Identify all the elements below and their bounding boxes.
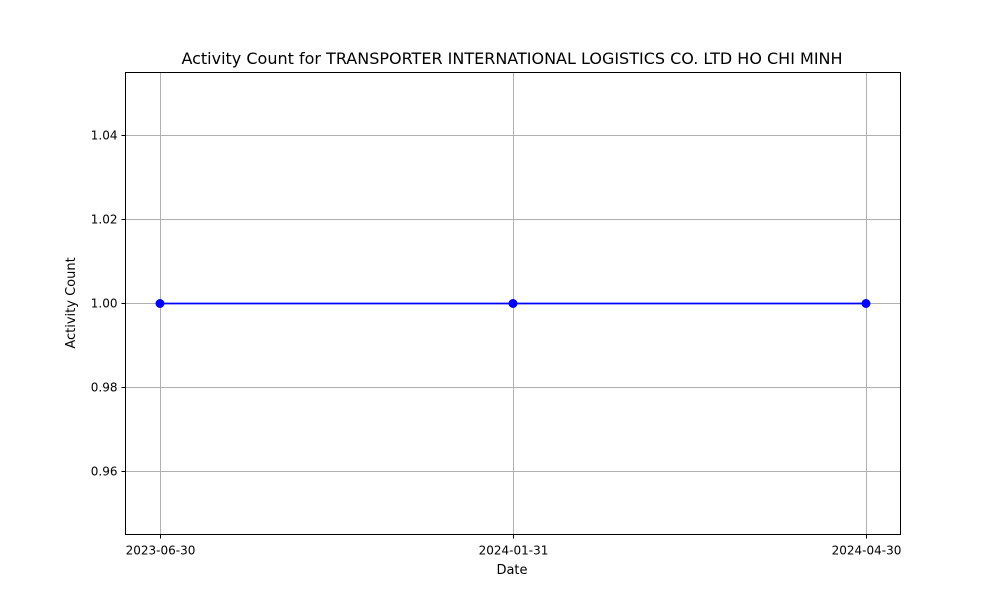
y-tick-label: 0.96 — [91, 465, 118, 479]
chart-title: Activity Count for TRANSPORTER INTERNATI… — [181, 49, 842, 68]
y-tick-label: 1.04 — [91, 129, 118, 143]
y-tick-label: 1.02 — [91, 213, 118, 227]
tick-layer: 0.96 0.98 1.00 1.02 1.04 2023-06-30 2024-01-31… — [91, 129, 902, 558]
y-tick-label: 1.00 — [91, 297, 118, 311]
y-axis-label: Activity Count — [64, 257, 79, 348]
x-tick-label: 2024-01-31 — [479, 544, 549, 558]
x-axis-label: Date — [496, 563, 527, 578]
x-tick-label: 2023-06-30 — [126, 544, 196, 558]
series-layer — [155, 299, 871, 308]
data-point — [861, 299, 871, 308]
x-tick-label: 2024-04-30 — [832, 544, 902, 558]
y-tick-label: 0.98 — [91, 381, 118, 395]
data-point — [155, 299, 165, 308]
data-point — [508, 299, 518, 308]
